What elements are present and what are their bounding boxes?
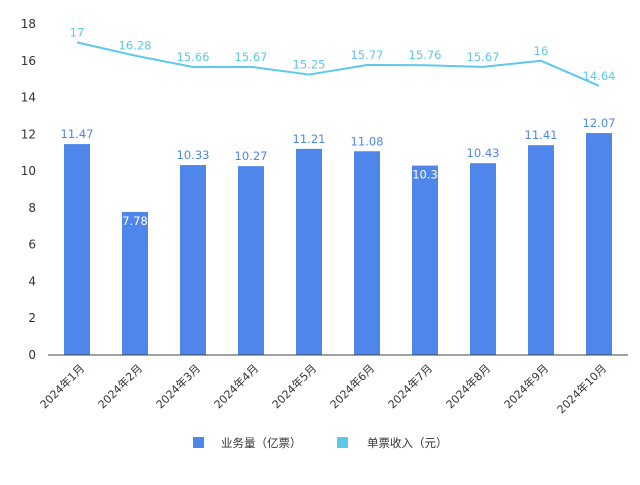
line-value-label: 15.25 — [293, 58, 326, 72]
y-tick-label: 0 — [28, 348, 36, 362]
bar — [122, 211, 148, 355]
bar-value-label: 10.33 — [177, 148, 210, 162]
bar-value-label: 10.3 — [412, 168, 438, 182]
line-value-label: 15.66 — [177, 50, 210, 64]
bar — [528, 145, 554, 355]
y-tick-label: 6 — [28, 238, 36, 252]
bar-value-label: 10.27 — [235, 149, 268, 163]
line-value-label: 16 — [534, 44, 549, 58]
x-tick-label: 2024年8月 — [443, 361, 493, 411]
bar — [64, 144, 90, 355]
line-value-label: 14.64 — [583, 69, 616, 83]
bar-value-label: 11.41 — [525, 128, 558, 142]
bar — [238, 166, 264, 355]
legend: 业务量（亿票） 单票收入（元） — [193, 436, 448, 450]
bar — [296, 148, 322, 355]
bar-value-label: 11.08 — [351, 134, 384, 148]
y-axis: 0 2 4 6 8 10 12 14 16 18 — [21, 17, 36, 362]
bar — [470, 163, 496, 355]
y-tick-label: 16 — [21, 54, 36, 68]
bar-value-label: 12.07 — [583, 116, 616, 130]
line-path — [76, 41, 600, 87]
x-tick-label: 2024年7月 — [385, 361, 435, 411]
x-tick-label: 2024年4月 — [211, 361, 261, 411]
bar — [412, 165, 438, 355]
line-value-label: 15.67 — [467, 50, 500, 64]
line-value-label: 16.28 — [119, 39, 152, 53]
y-tick-label: 8 — [28, 201, 36, 215]
legend-swatch-line — [337, 437, 348, 448]
x-axis: 2024年1月 2024年2月 2024年3月 2024年4月 2024年5月 2024年… — [37, 354, 628, 416]
y-tick-label: 12 — [21, 127, 36, 141]
bar — [180, 165, 206, 355]
y-tick-label: 14 — [21, 91, 36, 105]
bar-series: 11.47 7.78 10.33 10.27 11.21 11.08 10.3 10.43 11… — [61, 116, 616, 355]
bar — [354, 151, 380, 355]
line-value-label: 15.67 — [235, 50, 268, 64]
x-tick-label: 2024年5月 — [269, 361, 319, 411]
line-series: 17 16.28 15.66 15.67 15.25 15.77 15.76 15.67 16 1… — [70, 25, 616, 87]
x-tick-label: 2024年9月 — [501, 361, 551, 411]
x-tick-label: 2024年2月 — [95, 361, 145, 411]
bar-value-label: 11.21 — [293, 132, 326, 146]
legend-label-bar: 业务量（亿票） — [221, 436, 302, 450]
y-tick-label: 2 — [28, 311, 36, 325]
line-value-label: 17 — [70, 25, 85, 39]
x-tick-label: 2024年1月 — [37, 361, 87, 411]
bar — [586, 133, 612, 355]
legend-swatch-bar — [193, 437, 204, 448]
x-tick-label: 2024年6月 — [327, 361, 377, 411]
y-tick-label: 10 — [21, 164, 36, 178]
x-tick-label: 2024年3月 — [153, 361, 203, 411]
bar-value-label: 7.78 — [122, 214, 148, 228]
legend-label-line: 单票收入（元） — [367, 436, 448, 450]
y-tick-label: 4 — [28, 274, 36, 288]
line-value-label: 15.77 — [351, 48, 384, 62]
x-tick-label: 2024年10月 — [554, 361, 609, 416]
line-value-label: 15.76 — [409, 48, 442, 62]
bar-value-label: 11.47 — [61, 127, 94, 141]
bar-value-label: 10.43 — [467, 146, 500, 160]
y-tick-label: 18 — [21, 17, 36, 31]
